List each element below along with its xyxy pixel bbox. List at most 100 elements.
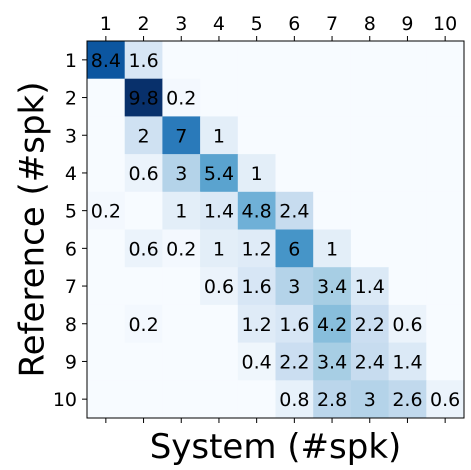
heatmap-cell — [388, 342, 427, 381]
heatmap-cell — [313, 229, 352, 268]
heatmap-cell — [275, 154, 314, 193]
cell-value-label: 1 — [326, 238, 338, 260]
cell-value-label: 5.4 — [204, 163, 234, 185]
heatmap-cell — [426, 191, 465, 230]
cell-value-label: 2.2 — [355, 314, 385, 336]
x-tick-label: 1 — [100, 13, 112, 35]
heatmap-cell — [162, 342, 201, 381]
cell-value-label: 0.2 — [128, 314, 158, 336]
y-tick-label: 5 — [65, 201, 77, 223]
heatmap-cell — [350, 267, 390, 306]
cell-value-label: 4.8 — [242, 201, 272, 223]
heatmap-cell — [124, 267, 163, 306]
cell-value-label: 0.6 — [392, 314, 422, 336]
x-axis-ticks: 1 2 3 4 5 6 7 8 9 10 — [100, 13, 457, 423]
cell-value-label: 3.4 — [317, 351, 347, 373]
cell-value-label: 1 — [251, 163, 263, 185]
y-tick-label: 6 — [65, 238, 77, 260]
heatmap-cell — [313, 154, 352, 193]
x-tick-label: 9 — [401, 13, 413, 35]
heatmap-cell — [426, 267, 465, 306]
x-axis-title: System (#spk) — [150, 427, 402, 467]
heatmap-cell — [124, 78, 163, 117]
x-tick-label: 6 — [288, 13, 300, 35]
y-axis-title: Reference (#spk) — [13, 81, 53, 377]
heatmap-cell — [124, 229, 163, 268]
plot-frame — [86, 40, 465, 419]
x-tick-label: 7 — [326, 13, 338, 35]
cell-value-label: 0.6 — [128, 238, 158, 260]
heatmap-cell — [237, 41, 276, 80]
heatmap-cell — [350, 41, 390, 80]
x-tick-label: 3 — [175, 13, 187, 35]
heatmap-cell — [388, 229, 427, 268]
x-tick-label: 2 — [138, 13, 150, 35]
heatmap-cell — [426, 304, 465, 344]
heatmap-cell — [426, 41, 465, 80]
heatmap-cell — [350, 229, 390, 268]
heatmap-cell — [162, 380, 201, 419]
cell-value-label: 0.6 — [128, 163, 158, 185]
heatmap-cell — [200, 116, 239, 155]
heatmap-cell — [162, 78, 201, 117]
heatmap-cell — [426, 380, 465, 419]
heatmap-cell — [237, 342, 276, 381]
cell-value-label: 3.4 — [317, 276, 347, 298]
x-tick-label: 4 — [213, 13, 225, 35]
heatmap-cell — [388, 380, 427, 419]
heatmap-cell — [87, 41, 126, 80]
x-tick-label: 10 — [433, 13, 457, 35]
heatmap-cell — [87, 380, 126, 419]
heatmap-cell — [87, 267, 126, 306]
cell-value-label: 0.2 — [91, 201, 121, 223]
heatmap-cells — [87, 41, 465, 419]
heatmap-cell — [162, 267, 201, 306]
heatmap-cell — [313, 342, 352, 381]
cell-value-label: 2.8 — [317, 389, 347, 411]
heatmap-cell — [162, 191, 201, 230]
heatmap-cell — [313, 78, 352, 117]
heatmap-cell — [388, 267, 427, 306]
cell-value-label: 1.6 — [242, 276, 272, 298]
heatmap-cell — [275, 116, 314, 155]
heatmap-cell — [313, 191, 352, 230]
heatmap-cell — [350, 342, 390, 381]
heatmap-cell — [313, 380, 352, 419]
cell-value-label: 1.2 — [242, 314, 272, 336]
cell-value-label: 6 — [288, 238, 300, 260]
heatmap-cell — [200, 380, 239, 419]
y-tick-label: 8 — [65, 314, 77, 336]
heatmap-cell — [275, 191, 314, 230]
cell-value-label: 4.2 — [317, 314, 347, 336]
heatmap-cell — [275, 229, 314, 268]
cell-value-label: 1.4 — [204, 201, 234, 223]
heatmap-cell — [350, 304, 390, 344]
heatmap-cell — [426, 342, 465, 381]
heatmap-cell — [350, 116, 390, 155]
heatmap-cell — [426, 116, 465, 155]
heatmap-cell — [275, 304, 314, 344]
heatmap-cell — [124, 41, 163, 80]
heatmap-cell — [237, 78, 276, 117]
heatmap-cell — [162, 304, 201, 344]
heatmap-cell — [426, 229, 465, 268]
heatmap-cell — [426, 154, 465, 193]
heatmap-cell — [124, 342, 163, 381]
heatmap-cell — [87, 154, 126, 193]
heatmap-cell — [426, 78, 465, 117]
heatmap-cell — [87, 116, 126, 155]
heatmap-cell — [275, 78, 314, 117]
heatmap-cell — [162, 41, 201, 80]
cell-value-label: 9.8 — [128, 88, 158, 110]
heatmap-cell — [87, 191, 126, 230]
heatmap-cell — [388, 191, 427, 230]
heatmap-cell — [162, 229, 201, 268]
cell-value-label: 0.2 — [166, 88, 196, 110]
heatmap-cell — [237, 380, 276, 419]
cell-value-label: 0.6 — [204, 276, 234, 298]
cell-value-label: 1.6 — [279, 314, 309, 336]
cell-value-label: 3 — [175, 163, 187, 185]
cell-value-label: 1 — [213, 238, 225, 260]
heatmap-cell — [388, 304, 427, 344]
x-tick-label: 5 — [251, 13, 263, 35]
